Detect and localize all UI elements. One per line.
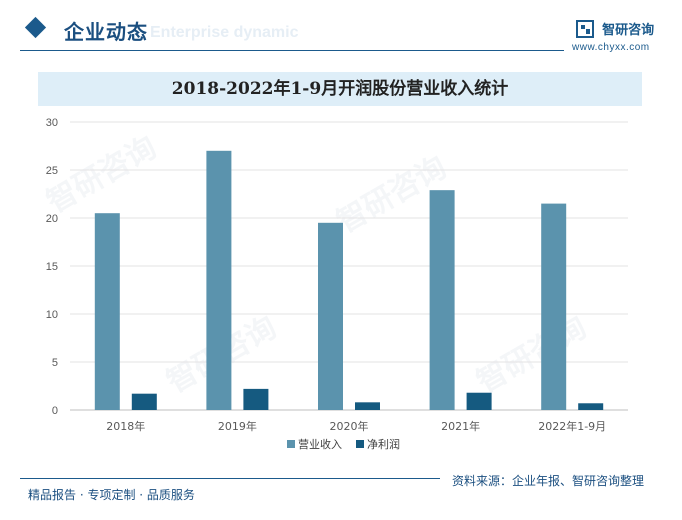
footer-tagline: 精品报告 · 专项定制 · 品质服务: [28, 488, 195, 502]
x-tick-label: 2018年: [106, 419, 145, 433]
y-tick-label: 0: [52, 405, 58, 417]
bar-revenue: [541, 203, 567, 410]
footer-divider: [20, 478, 440, 479]
y-tick-label: 5: [52, 357, 58, 369]
legend-swatch: [356, 440, 364, 448]
x-tick-label: 2019年: [218, 419, 257, 433]
bar-revenue: [429, 190, 455, 410]
brand: 智研咨询: [576, 18, 654, 38]
legend-swatch: [287, 440, 295, 448]
bar-net-profit: [578, 403, 604, 410]
section-title: 企业动态: [64, 20, 148, 44]
bar-net-profit: [355, 402, 380, 410]
x-tick-label: 2022年1-9月: [538, 419, 606, 433]
brand-name: 智研咨询: [602, 23, 655, 38]
bar-revenue: [94, 213, 120, 410]
x-tick-label: 2020年: [330, 419, 369, 433]
bar-net-profit: [131, 393, 157, 410]
bar-revenue: [206, 150, 232, 411]
x-tick-label: 2021年: [441, 419, 480, 433]
brand-url: www.chyxx.com: [572, 42, 650, 53]
chart-title: 2018-2022年1-9月开润股份营业收入统计: [171, 79, 509, 99]
bar-revenue: [318, 222, 343, 410]
y-tick-label: 25: [46, 165, 58, 177]
legend-label: 营业收入: [298, 437, 342, 451]
y-tick-label: 10: [46, 309, 58, 321]
header: Enterprise dynamic 企业动态 智研咨询 www.chyxx.c…: [0, 0, 682, 62]
section-subtitle: Enterprise dynamic: [150, 24, 299, 41]
bar-chart: 0 5 10 15 20 25 30 2018年 2019年 2020年 2021年 2022年1-9…: [46, 117, 628, 451]
chart-title-bar: 2018-2022年1-9月开润股份营业收入统计: [38, 72, 642, 106]
y-tick-label: 15: [46, 261, 58, 273]
legend-label: 净利润: [367, 437, 400, 451]
bar-net-profit: [466, 392, 492, 410]
y-tick-label: 30: [46, 117, 58, 129]
bar-net-profit: [243, 388, 269, 410]
brand-logo-icon: [576, 19, 594, 38]
y-tick-label: 20: [46, 213, 58, 225]
source-note: 资料来源：企业年报、智研咨询整理: [452, 474, 645, 488]
header-divider: [20, 50, 564, 51]
